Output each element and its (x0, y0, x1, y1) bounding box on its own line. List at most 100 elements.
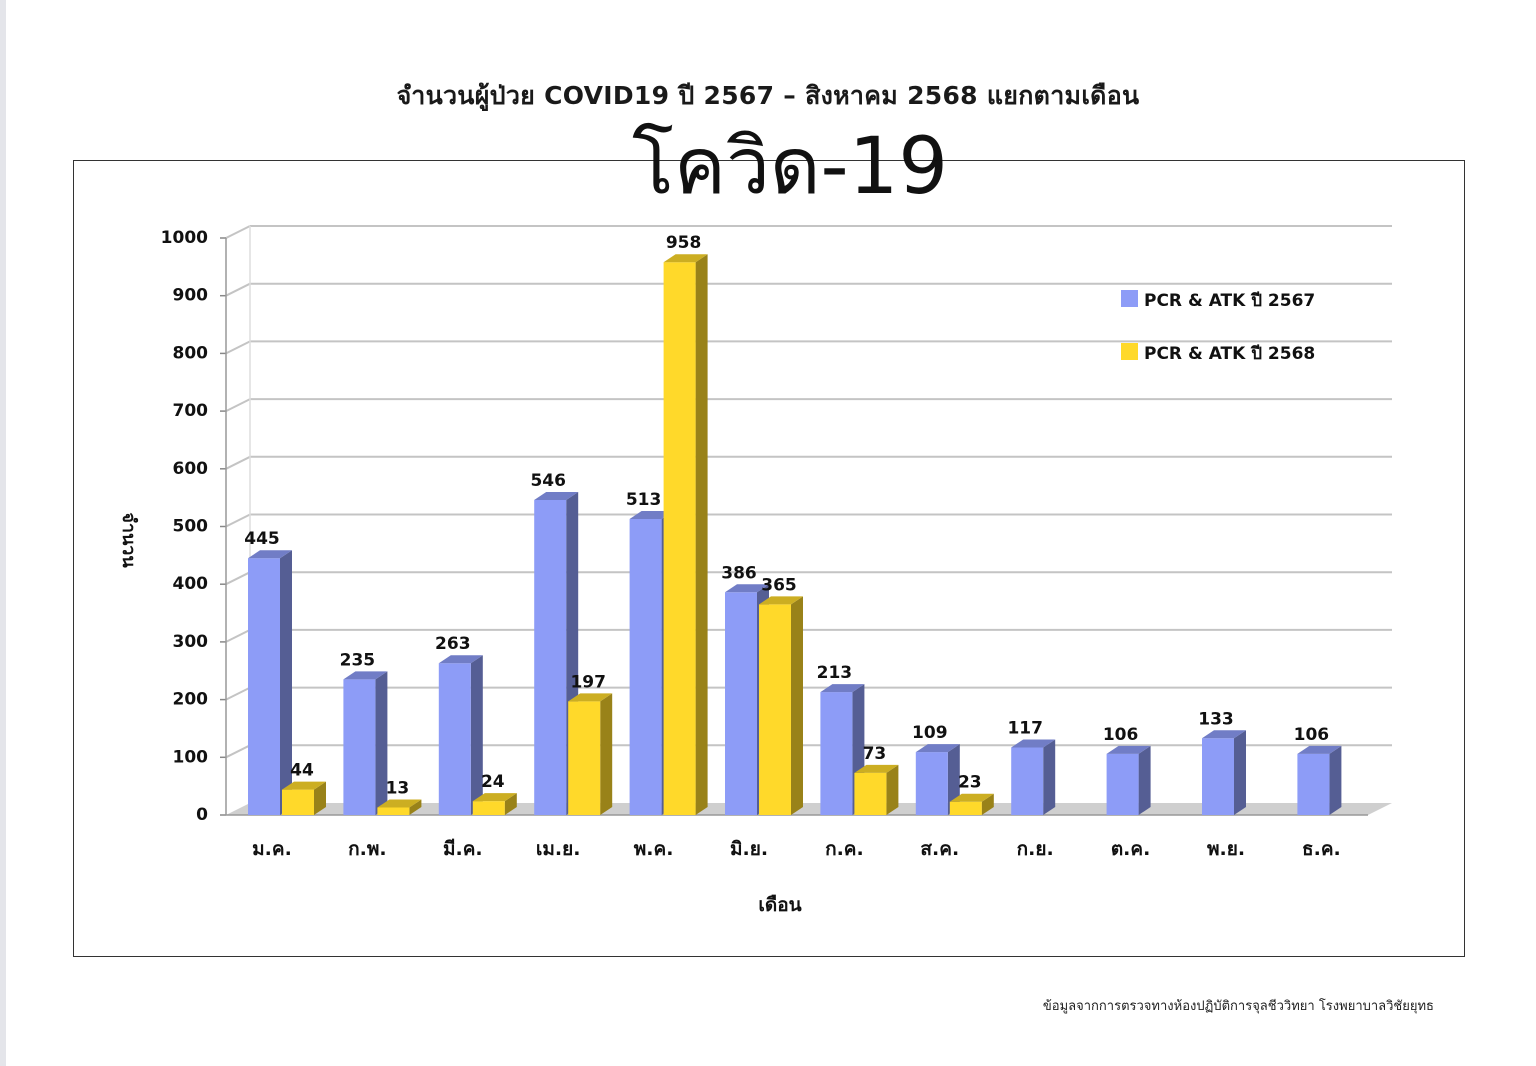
bar-top (629, 510, 674, 519)
bar-series-2 (282, 781, 326, 815)
bar-series-2 (568, 693, 613, 815)
bar-top (854, 764, 899, 773)
data-label: 263 (435, 634, 471, 654)
bar-side (1043, 739, 1056, 815)
data-label: 235 (340, 650, 376, 670)
gridline-depth (225, 225, 251, 239)
data-label: 106 (1294, 725, 1330, 745)
x-tick-label: ก.ย. (1017, 838, 1054, 860)
data-label: 23 (958, 773, 982, 793)
bar-top (949, 793, 994, 802)
gridline-depth (225, 398, 251, 412)
bar (1297, 753, 1330, 815)
bar-side (981, 793, 994, 815)
bar-top (438, 655, 483, 664)
bar (820, 692, 853, 815)
y-tick-label: 200 (173, 690, 209, 710)
y-tick-label: 600 (173, 459, 209, 479)
bar-series-1 (1106, 745, 1151, 815)
legend-swatch (1121, 290, 1138, 307)
bar-side (504, 793, 517, 815)
y-tick-label: 900 (173, 286, 209, 306)
bar (438, 663, 471, 815)
bar-side (791, 596, 803, 815)
bar-top (1106, 745, 1151, 754)
x-tick-label: ส.ค. (920, 838, 959, 860)
bar-top (248, 550, 292, 559)
bar-top (725, 584, 769, 593)
data-label: 44 (290, 761, 314, 781)
y-tick-label: 500 (173, 517, 209, 537)
gridline-depth (225, 455, 251, 470)
bar-top (343, 671, 388, 680)
data-label: 109 (912, 723, 948, 743)
bar (629, 518, 662, 815)
data-label: 513 (626, 490, 662, 510)
bar-top (759, 596, 803, 605)
bar (854, 772, 887, 815)
bar-series-1 (343, 671, 388, 815)
page-title: จำนวนผู้ป่วย COVID19 ปี 2567 – สิงหาคม 2… (396, 81, 1140, 110)
y-tick-label: 800 (173, 343, 209, 363)
bar-side (886, 764, 899, 815)
bar-side (1329, 745, 1342, 815)
bar-series-1 (1202, 730, 1246, 815)
data-label: 24 (481, 772, 505, 792)
bar (759, 604, 791, 815)
x-tick-label: ม.ค. (252, 838, 292, 860)
gridline-depth (225, 571, 251, 586)
data-label: 73 (863, 744, 887, 764)
bar (568, 701, 601, 815)
bar-top (282, 781, 326, 790)
x-tick-label: ก.ค. (825, 838, 864, 860)
legend-label: PCR & ATK ปี 2567 (1144, 290, 1315, 311)
bar-series-2 (377, 799, 422, 815)
x-tick-label: เม.ย. (536, 838, 581, 860)
bar (915, 752, 948, 815)
y-axis-title: จำนวน (118, 512, 139, 568)
bar-side (470, 655, 483, 815)
gridline-depth (225, 686, 251, 701)
bar-top (568, 693, 613, 702)
x-tick-label: มิ.ย. (730, 838, 768, 860)
bar (282, 789, 314, 815)
bar-side (1234, 730, 1246, 815)
legend-label: PCR & ATK ปี 2568 (1144, 343, 1315, 364)
x-tick-label: พ.ค. (634, 838, 674, 860)
gridline-depth (225, 340, 251, 355)
y-tick-label: 1000 (161, 228, 208, 248)
bar-side (1138, 745, 1151, 815)
y-tick-label: 100 (173, 747, 209, 767)
x-tick-label: มี.ค. (443, 838, 483, 860)
gridline-depth (225, 282, 251, 297)
window-edge (0, 0, 6, 1066)
bar-side (600, 693, 613, 815)
y-tick-label: 700 (173, 401, 209, 421)
legend-swatch (1121, 343, 1138, 360)
bar-top (820, 684, 865, 693)
x-tick-label: ก.พ. (348, 838, 386, 860)
bar (472, 801, 505, 815)
bar-series-2 (949, 793, 994, 815)
data-label: 365 (761, 575, 797, 595)
bar-series-1 (1297, 745, 1342, 815)
y-tick-label: 400 (173, 574, 209, 594)
y-tick-label: 0 (196, 805, 208, 825)
bar-top (377, 799, 422, 808)
data-label: 958 (666, 233, 702, 253)
x-tick-label: ต.ค. (1111, 838, 1150, 860)
bar-side (280, 550, 292, 815)
x-axis-title: เดือน (758, 894, 801, 916)
data-label: 117 (1007, 718, 1043, 738)
bar (663, 262, 696, 815)
bar-series-1 (248, 550, 292, 815)
bar (949, 801, 982, 815)
plot-floor (226, 803, 1392, 815)
bar-series-2 (663, 254, 708, 815)
bar-series-2 (854, 764, 899, 815)
bar-series-2 (759, 596, 803, 815)
bar-side (409, 799, 422, 815)
gridline-depth (225, 513, 251, 528)
data-label: 445 (244, 529, 280, 549)
